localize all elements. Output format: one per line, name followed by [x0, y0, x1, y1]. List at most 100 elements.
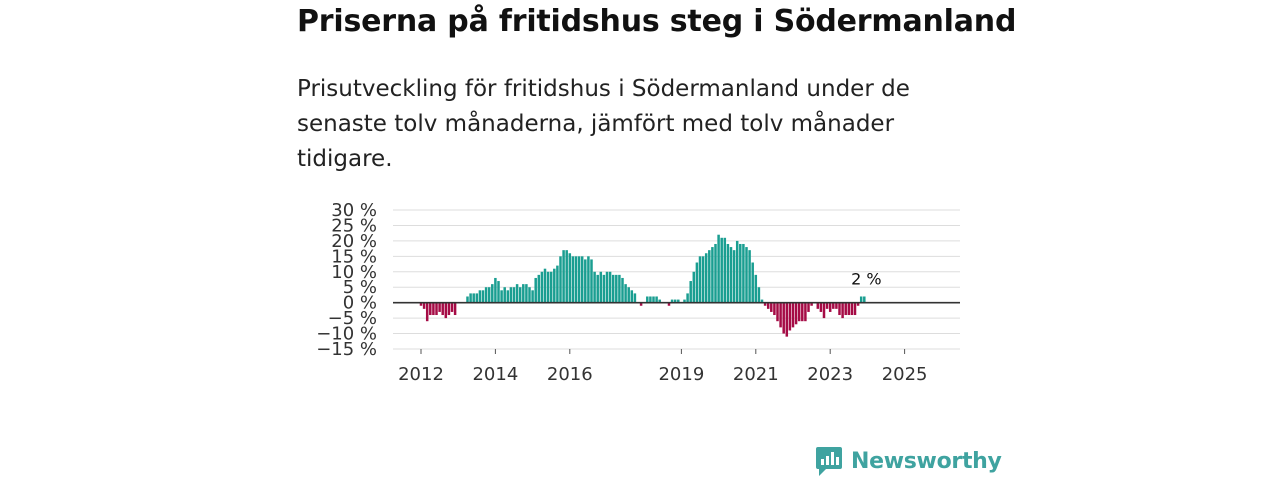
bar — [763, 302, 767, 306]
y-tick-label: 20 % — [331, 231, 377, 252]
bar — [596, 274, 599, 303]
bar — [646, 296, 649, 303]
bar — [732, 250, 736, 303]
bar — [432, 302, 435, 316]
bar — [522, 284, 525, 303]
y-tick-label: −10 % — [316, 324, 377, 345]
bar — [689, 281, 692, 303]
bar — [804, 302, 807, 322]
y-tick-label: 5 % — [343, 277, 377, 298]
bar — [819, 302, 823, 312]
bar — [785, 302, 789, 337]
bar — [553, 268, 556, 303]
bar — [531, 290, 534, 303]
bar — [838, 302, 841, 316]
bar — [714, 243, 717, 303]
bar — [844, 302, 847, 316]
bar — [621, 277, 624, 303]
bar — [540, 271, 544, 303]
x-tick-label: 2025 — [882, 364, 928, 385]
y-tick-label: −5 % — [328, 308, 377, 329]
bar — [704, 253, 708, 303]
bar — [568, 253, 572, 303]
bar — [770, 302, 773, 312]
bar — [534, 277, 537, 303]
bar — [639, 302, 643, 306]
bar — [487, 287, 491, 303]
bar — [419, 302, 423, 306]
bar — [863, 296, 866, 303]
bar-chart: 30 %25 %20 %15 %10 %5 %0 %−5 %−10 %−15 %… — [316, 200, 960, 385]
bar — [577, 256, 581, 303]
bar — [590, 259, 593, 303]
bar — [422, 302, 426, 309]
bar — [723, 237, 727, 303]
bar — [683, 299, 686, 303]
bar — [807, 302, 810, 312]
bar — [509, 287, 513, 303]
bar — [853, 302, 857, 316]
bar — [655, 296, 658, 303]
y-tick-label: 15 % — [331, 246, 377, 267]
bar — [500, 290, 503, 303]
annotation: 2 % — [851, 269, 881, 288]
bar — [677, 299, 680, 303]
bar — [794, 302, 798, 325]
bar — [627, 287, 630, 303]
bar — [788, 302, 792, 331]
bar — [478, 290, 482, 303]
y-axis-tick-labels: 30 %25 %20 %15 %10 %5 %0 %−5 %−10 %−15 % — [316, 200, 377, 360]
bar — [633, 293, 637, 303]
bar — [760, 299, 764, 303]
bar — [491, 284, 494, 303]
bar — [475, 293, 479, 303]
bar — [670, 299, 674, 303]
bar — [435, 302, 438, 316]
x-tick-label: 2021 — [733, 364, 779, 385]
bar — [649, 296, 652, 303]
bar — [673, 299, 677, 303]
newsworthy-logo: Newsworthy — [815, 445, 1002, 477]
bar — [816, 302, 820, 309]
bar — [584, 259, 587, 303]
bar — [841, 302, 844, 319]
bar — [608, 271, 612, 303]
bar — [859, 296, 863, 303]
bar — [559, 256, 562, 303]
bar — [856, 302, 860, 306]
bar — [497, 281, 500, 303]
bar — [717, 234, 720, 303]
bar — [602, 274, 606, 303]
bar — [506, 290, 510, 303]
bar — [494, 277, 497, 303]
bar — [512, 287, 516, 303]
bar — [742, 243, 745, 303]
bar — [549, 271, 553, 303]
bar — [624, 284, 627, 303]
bars — [419, 234, 866, 337]
bar — [528, 287, 531, 303]
bar — [615, 274, 618, 303]
bar — [469, 293, 472, 303]
bar — [695, 262, 699, 303]
bar — [797, 302, 801, 322]
bar — [748, 250, 751, 303]
bar — [441, 302, 444, 316]
bar — [720, 237, 723, 303]
x-tick-label: 2016 — [547, 364, 593, 385]
bar — [782, 302, 785, 334]
bar — [537, 274, 541, 303]
bar — [580, 256, 584, 303]
bar — [828, 302, 832, 312]
y-tick-label: 30 % — [331, 200, 377, 221]
bar — [850, 302, 854, 316]
bar — [801, 302, 804, 322]
bar — [711, 247, 714, 303]
bar — [773, 302, 776, 316]
bar — [453, 302, 457, 316]
bar — [847, 302, 851, 316]
bar — [630, 290, 634, 303]
x-axis-tick-labels: 2012 2014 2016 2019 2021 2023 2025 — [398, 349, 928, 385]
bar — [444, 302, 448, 319]
bar — [735, 240, 739, 303]
